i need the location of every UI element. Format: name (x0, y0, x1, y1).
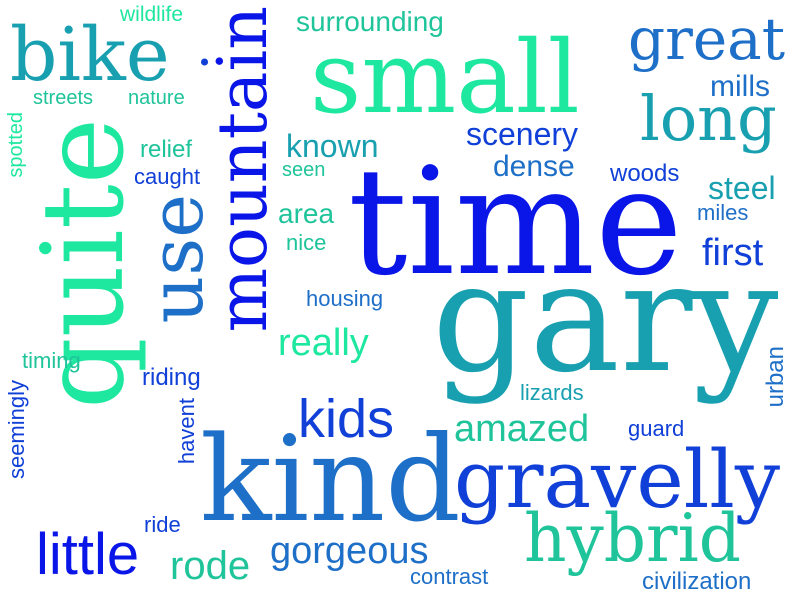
word-nice: nice (286, 230, 327, 255)
word-mountain: mountain (204, 6, 283, 333)
word-small: small (310, 19, 580, 136)
word-long: long (640, 82, 777, 155)
word-contrast: contrast (410, 564, 489, 589)
word-bike: bike (10, 12, 170, 98)
word-gary: gary (432, 229, 779, 406)
word-civilization: civilization (642, 568, 752, 595)
word-gravelly: gravelly (454, 433, 781, 526)
word-seen: seen (282, 159, 326, 181)
word-amazed: amazed (454, 408, 590, 450)
word-relief: relief (140, 136, 193, 163)
word-surrounding: surrounding (296, 6, 444, 37)
word-riding: riding (142, 364, 201, 391)
word-time: time (348, 136, 683, 308)
word-rode: rode (170, 544, 251, 588)
word-housing: housing (306, 286, 384, 311)
word-miles: miles (697, 200, 749, 225)
word-woods: woods (610, 160, 680, 187)
word-kids: kids (298, 389, 395, 449)
word-havent: havent (174, 398, 199, 465)
word-nature: nature (128, 87, 185, 109)
word-lizards: lizards (520, 380, 584, 405)
word-use: use (134, 194, 220, 324)
word-great: great (628, 5, 786, 73)
word-hybrid: hybrid (524, 500, 741, 577)
word-wildlife: wildlife (120, 3, 184, 26)
word-dense: dense (493, 150, 575, 183)
word-ride: ride (144, 512, 181, 537)
word-gorgeous: gorgeous (270, 530, 429, 572)
word-little: little (36, 522, 140, 587)
word-area: area (278, 198, 335, 229)
word-known: known (286, 128, 379, 164)
word-dot: · (196, 31, 214, 94)
word-mills: mills (710, 70, 770, 103)
word-seemingly: seemingly (4, 380, 29, 480)
word-scenery: scenery (466, 116, 579, 152)
word-urban: urban (762, 346, 789, 408)
word-guard: guard (628, 416, 685, 441)
word-steel: steel (708, 170, 776, 206)
word-kind: kind (200, 410, 461, 548)
word-timing: timing (22, 348, 81, 373)
word-caught: caught (134, 164, 201, 189)
word-really: really (278, 322, 369, 364)
word-first: first (702, 232, 764, 274)
word-streets: streets (33, 87, 94, 109)
